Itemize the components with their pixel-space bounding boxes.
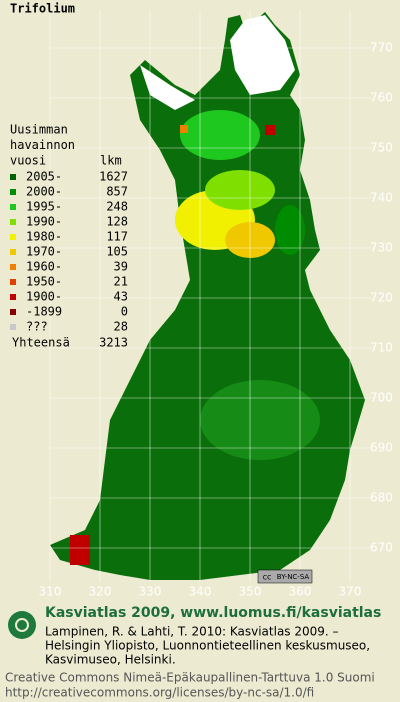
legend-swatch [10,204,16,210]
patch [205,170,275,210]
y-label: 700 [370,391,393,405]
x-label: 350 [239,585,262,599]
legend-count: 39 [114,260,128,274]
y-label: 760 [370,91,393,105]
legend-label: 1980- [26,230,62,244]
legend-label: 2000- [26,185,62,199]
logo [8,611,36,639]
legend-swatch [10,249,16,255]
badge-license: BY-NC-SA [277,573,310,581]
license-url: http://creativecommons.org/licenses/by-n… [5,686,314,700]
citation: Helsingin Yliopisto, Luonnontieteellinen… [45,639,370,653]
legend-label: 2005- [26,170,62,184]
legend-label: 1970- [26,245,62,259]
legend-count: 128 [106,215,128,229]
legend-label: 1950- [26,275,62,289]
license-text: Creative Commons Nimeä-Epäkaupallinen-Ta… [5,671,375,685]
legend-label: 1995- [26,200,62,214]
total-label: Yhteensä [12,336,70,350]
badge-box [257,569,313,584]
legend-swatch [10,189,16,195]
y-label: 720 [370,291,393,305]
x-label: 360 [289,585,312,599]
y-label: 680 [370,491,393,505]
patch [275,205,305,255]
legend-count: 105 [106,245,128,259]
legend-label: 1960- [26,260,62,274]
legend-swatch [10,294,16,300]
patch [180,110,260,160]
y-label: 690 [370,441,393,455]
citation: Lampinen, R. & Lahti, T. 2010: Kasviatla… [45,625,339,639]
legend-heading: vuosi [10,154,46,168]
y-label: 730 [370,241,393,255]
citation: Kasvimuseo, Helsinki. [45,653,176,667]
legend-swatch [10,264,16,270]
legend-count: 248 [106,200,128,214]
legend-count: 117 [106,230,128,244]
legend-count: 28 [114,320,128,334]
footer: Kasviatlas 2009, www.luomus.fi/kasviatla… [5,605,381,700]
legend-count-heading: lkm [100,154,122,168]
legend-count: 0 [121,305,128,319]
legend-label: ??? [26,320,48,334]
patch [180,125,188,133]
legend-swatch [10,279,16,285]
x-label: 340 [189,585,212,599]
unsurveyed [140,65,195,110]
badge-cc: cc [263,573,272,582]
x-label: 310 [39,585,62,599]
legend-label: 1990- [26,215,62,229]
y-label: 770 [370,41,393,55]
x-label: 330 [139,585,162,599]
legend-swatch [10,324,16,330]
legend-count: 1627 [99,170,128,184]
patch [70,535,90,565]
grid: 310 320 330 340 350 360 370 770 760 750 740 730 720 7… [39,10,393,599]
legend-swatch [10,219,16,225]
logo-spiral [15,618,29,632]
total-count: 3213 [99,336,128,350]
legend-label: -1899 [26,305,62,319]
patch [265,125,275,135]
y-label: 710 [370,341,393,355]
legend-heading: havainnon [10,138,75,152]
unsurveyed [230,15,295,95]
x-label: 320 [89,585,112,599]
map [50,12,365,580]
legend-swatch [10,309,16,315]
legend-count: 857 [106,185,128,199]
license-badge: cc BY-NC-SA [257,569,313,584]
legend-heading: Uusimman [10,123,68,137]
footer-heading: Kasviatlas 2009, www.luomus.fi/kasviatla… [45,605,381,621]
title: Trifolium [10,2,75,16]
legend-label: 1900- [26,290,62,304]
y-label: 750 [370,141,393,155]
legend-count: 43 [114,290,128,304]
patch [200,380,320,460]
legend-swatch [10,234,16,240]
y-label: 740 [370,191,393,205]
legend-count: 21 [114,275,128,289]
legend-swatch [10,174,16,180]
y-label: 670 [370,541,393,555]
x-label: 370 [339,585,362,599]
